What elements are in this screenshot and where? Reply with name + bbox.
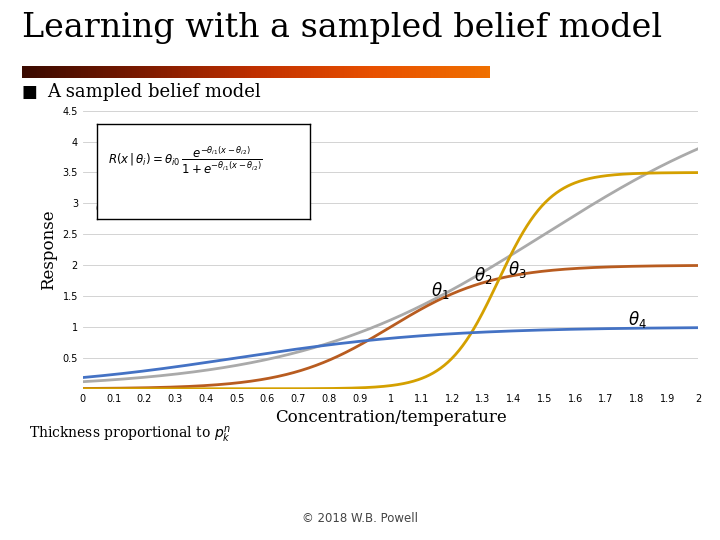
X-axis label: Concentration/temperature: Concentration/temperature [275,409,506,426]
Y-axis label: Response: Response [40,210,57,290]
Text: A sampled belief model: A sampled belief model [47,83,261,100]
Text: © 2018 W.B. Powell: © 2018 W.B. Powell [302,512,418,525]
Text: Learning with a sampled belief model: Learning with a sampled belief model [22,12,662,44]
Text: $\theta_2$: $\theta_2$ [474,265,492,286]
Text: $R(x\,|\,\theta_i) = \theta_{i0}\,\dfrac{e^{-\theta_{i1}(x-\theta_{i2})}}{1+e^{-: $R(x\,|\,\theta_i) = \theta_{i0}\,\dfrac… [108,144,263,176]
Text: $\theta_1$: $\theta_1$ [431,280,449,301]
Text: $\theta_3$: $\theta_3$ [508,259,526,280]
Text: $\theta_4$: $\theta_4$ [628,309,647,330]
Text: Thickness proportional to $p_k^n$: Thickness proportional to $p_k^n$ [29,424,231,445]
Text: $\theta_i = \left(\theta_{i0},\, \theta_{i1},\, \theta_{i2}\right)$: $\theta_i = \left(\theta_{i0},\, \theta_… [95,199,218,218]
Text: ■: ■ [22,83,37,100]
